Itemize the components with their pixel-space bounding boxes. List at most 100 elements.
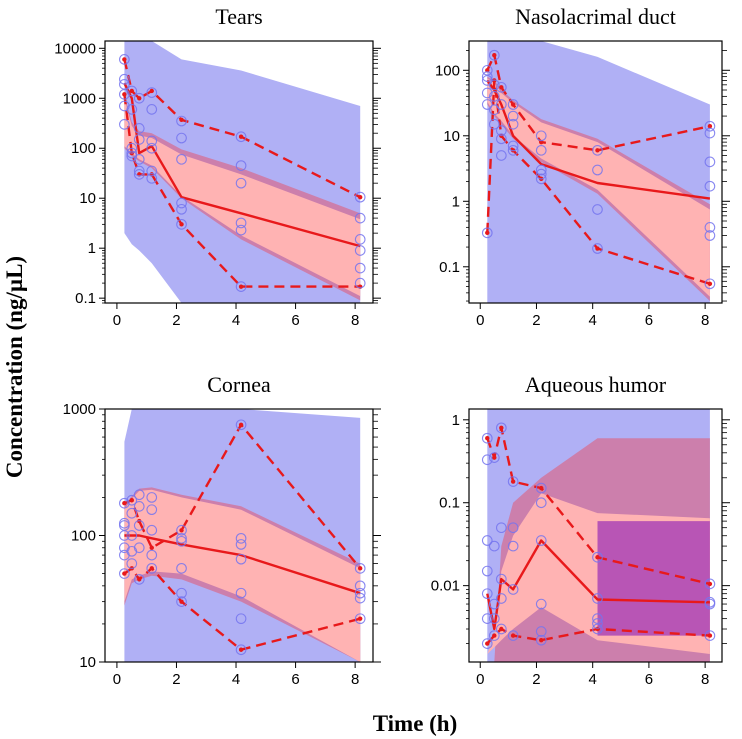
cornea-observed-lower-point: [357, 616, 363, 621]
tears-observed-upper-point: [238, 134, 244, 139]
nasolacrimal-duct-observed-lower-point: [485, 230, 490, 236]
tears-observed-upper-point: [179, 117, 184, 123]
cornea-y-tick-label: 10: [79, 654, 96, 671]
cornea-median-pi-band: [124, 489, 361, 662]
nasolacrimal-duct-observed-upper-point: [707, 124, 713, 129]
aqueous-humor-observation-point: [488, 540, 500, 552]
tears-observation-point: [235, 224, 247, 236]
cornea-observed-lower-point: [149, 566, 154, 571]
aqueous-humor-observation-point: [535, 634, 547, 646]
aqueous-humor-plot-area: [481, 409, 716, 662]
nasolacrimal-duct-observation-point: [535, 144, 547, 156]
tears-observation-point: [176, 218, 187, 230]
cornea-observation-point: [133, 574, 145, 585]
cornea-observation-point: [235, 587, 247, 599]
cornea-observation-point: [146, 549, 158, 561]
aqueous-humor-observation-point: [704, 598, 716, 610]
aqueous-humor-observation-point: [535, 497, 547, 509]
tears-frame: [104, 40, 374, 304]
cornea-observation-point: [126, 558, 138, 569]
aqueous-humor-observation-point: [481, 454, 493, 466]
cornea-y-tick-label: 1000: [63, 401, 96, 418]
nasolacrimal-duct-observation-point: [704, 278, 716, 290]
cornea-observation-point: [146, 504, 158, 516]
cornea-observed-lower-point: [137, 577, 142, 582]
aqueous-humor-observation-point: [488, 613, 500, 624]
aqueous-humor-y-tick-label: 1: [452, 412, 460, 429]
aqueous-humor-observation-point: [481, 535, 493, 546]
nasolacrimal-duct-observation-point: [495, 99, 507, 110]
tears-y-tick-label: 1: [88, 240, 96, 257]
cornea-y-tick-label: 100: [71, 528, 96, 545]
aqueous-humor-observed-lower-point: [492, 633, 497, 638]
aqueous-humor-observation-point: [495, 593, 507, 604]
tears-observed-upper-point: [357, 194, 363, 200]
panel-tears: 0 2 4 6 8 0.1 1 10 100 1000 10000 Tears: [54, 4, 381, 329]
aqueous-humor-observation-point: [488, 598, 500, 610]
aqueous-humor-x-tick-label: 4: [589, 671, 597, 688]
nasolacrimal-duct-observed-lower-point: [595, 246, 600, 251]
nasolacrimal-duct-observation-point: [495, 125, 507, 136]
nasolacrimal-duct-observation-point: [535, 168, 547, 180]
tears-observed-lower-point: [122, 92, 127, 97]
tears-observed-upper-point: [137, 96, 142, 101]
aqueous-humor-observation-point: [507, 476, 519, 487]
nasolacrimal-duct-observation-point: [507, 110, 519, 122]
tears-observation-point: [235, 281, 247, 292]
cornea-observed-upper-point: [149, 545, 154, 550]
tears-median-pi-band: [124, 98, 361, 297]
cornea-title: Cornea: [207, 372, 271, 397]
nasolacrimal-duct-observed-upper-point: [492, 52, 497, 58]
nasolacrimal-duct-y-tick-label: 10: [443, 128, 460, 145]
tears-observed-upper-point: [129, 88, 134, 94]
aqueous-humor-observed-lower-point: [707, 633, 713, 638]
cornea-observation-point: [235, 532, 247, 544]
tears-observation-point: [235, 160, 247, 171]
aqueous-humor-observation-point: [507, 584, 519, 595]
tears-x-tick-label: 8: [351, 312, 359, 329]
tears-observation-point: [119, 73, 130, 85]
nasolacrimal-duct-observation-point: [507, 144, 519, 156]
aqueous-humor-title: Aqueous humor: [525, 372, 667, 397]
x-axis-label: Time (h): [373, 711, 458, 736]
panel-aqueous-humor: 0 2 4 6 8 0.01 0.1 1 Aqueous humor: [431, 372, 730, 688]
tears-y-tick-label: 10: [79, 190, 96, 207]
aqueous-humor-x-tick-label: 8: [701, 671, 709, 688]
cornea-observation-point: [235, 613, 247, 625]
aqueous-humor-observation-point: [592, 618, 603, 629]
cornea-observation-point: [133, 500, 145, 512]
aqueous-humor-observation-point: [592, 623, 603, 635]
cornea-observation-point: [235, 419, 247, 431]
tears-observation-point: [133, 169, 145, 180]
tears-y-tick-label: 1000: [63, 90, 96, 107]
cornea-plot-area: [119, 409, 366, 662]
aqueous-humor-observation-point: [507, 522, 519, 534]
cornea-observed-lower-point: [122, 571, 127, 576]
tears-observation-point: [133, 153, 145, 165]
aqueous-humor-observed-lower-point: [539, 637, 544, 643]
nasolacrimal-duct-plot-area: [481, 41, 716, 303]
tears-observation-point: [176, 153, 187, 165]
nasolacrimal-duct-observation-point: [481, 87, 493, 99]
tears-y-tick-label: 100: [71, 140, 96, 157]
nasolacrimal-duct-median-pi-band: [487, 78, 710, 297]
nasolacrimal-duct-x-tick-label: 6: [645, 312, 653, 329]
nasolacrimal-duct-y-tick-label: 100: [435, 62, 460, 79]
tears-observation-point: [176, 115, 187, 127]
tears-x-tick-label: 2: [172, 312, 180, 329]
nasolacrimal-duct-y-tick-label: 0.1: [439, 259, 460, 276]
aqueous-humor-observed-lower-point: [485, 641, 490, 646]
nasolacrimal-duct-observation-point: [481, 99, 493, 110]
nasolacrimal-duct-observation-point: [488, 91, 500, 102]
aqueous-humor-median-pi-overlap-band: [597, 521, 710, 636]
y-axis-label: Concentration (ng/µL): [2, 256, 27, 478]
cornea-observed-lower-point: [179, 599, 184, 604]
tears-observation-point: [126, 147, 138, 159]
nasolacrimal-duct-observed-upper-point: [510, 102, 516, 107]
nasolacrimal-duct-x-tick-label: 4: [589, 312, 597, 329]
aqueous-humor-observation-point: [495, 422, 507, 434]
cornea-observation-point: [133, 520, 145, 531]
tears-observation-point: [176, 132, 187, 144]
aqueous-humor-observed-upper-point: [510, 479, 516, 484]
